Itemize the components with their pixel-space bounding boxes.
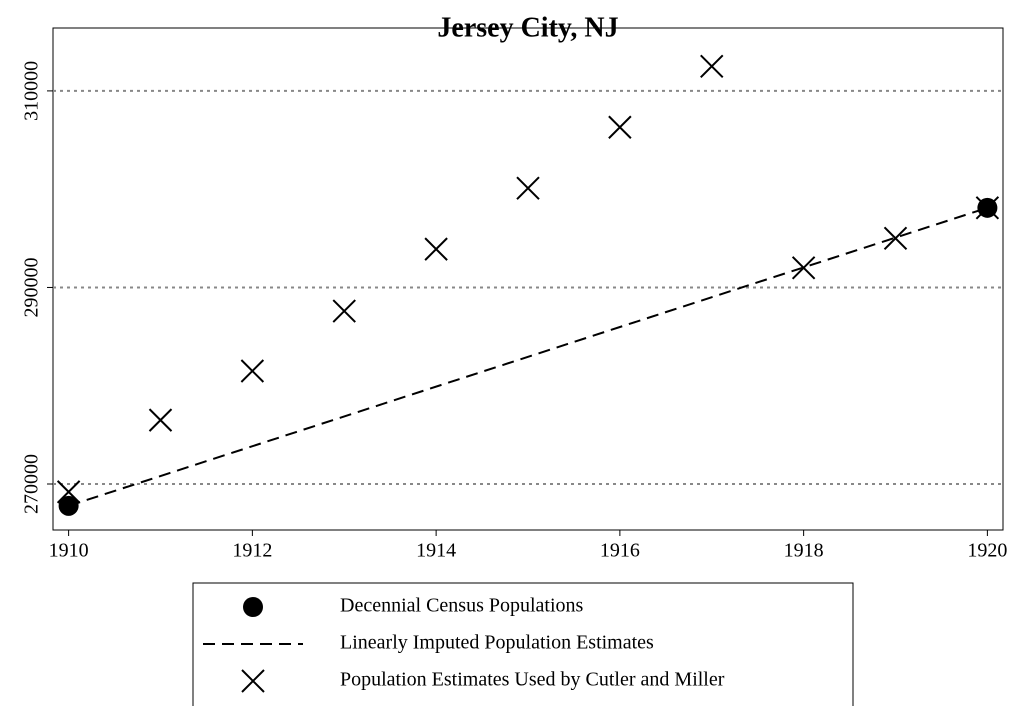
x-tick-label: 1910 bbox=[49, 540, 89, 562]
estimate-point bbox=[608, 115, 632, 139]
estimate-point bbox=[516, 176, 540, 200]
y-tick-label: 290000 bbox=[21, 257, 43, 317]
estimate-point bbox=[241, 669, 265, 693]
x-tick-label: 1914 bbox=[416, 540, 456, 562]
x-tick-label: 1920 bbox=[967, 540, 1007, 562]
legend-label: Linearly Imputed Population Estimates bbox=[340, 632, 654, 654]
estimate-point bbox=[700, 54, 724, 79]
legend-label: Decennial Census Populations bbox=[340, 595, 584, 617]
estimate-point bbox=[791, 256, 816, 280]
plot-frame bbox=[52, 27, 1004, 531]
estimate-point bbox=[332, 299, 356, 323]
y-tick-label: 270000 bbox=[21, 454, 43, 514]
census-point bbox=[977, 197, 998, 218]
census-point bbox=[243, 597, 263, 617]
estimate-point bbox=[240, 359, 265, 383]
imputed-line bbox=[68, 206, 988, 507]
census-point bbox=[58, 495, 79, 516]
legend-label: Population Estimates Used by Cutler and … bbox=[340, 669, 725, 691]
estimate-point bbox=[424, 237, 448, 261]
x-tick-label: 1912 bbox=[232, 540, 272, 562]
estimate-point bbox=[148, 408, 173, 432]
x-tick-label: 1918 bbox=[784, 540, 824, 562]
y-tick-label: 310000 bbox=[21, 61, 43, 121]
estimate-point bbox=[883, 226, 908, 251]
x-tick-label: 1916 bbox=[600, 540, 640, 562]
